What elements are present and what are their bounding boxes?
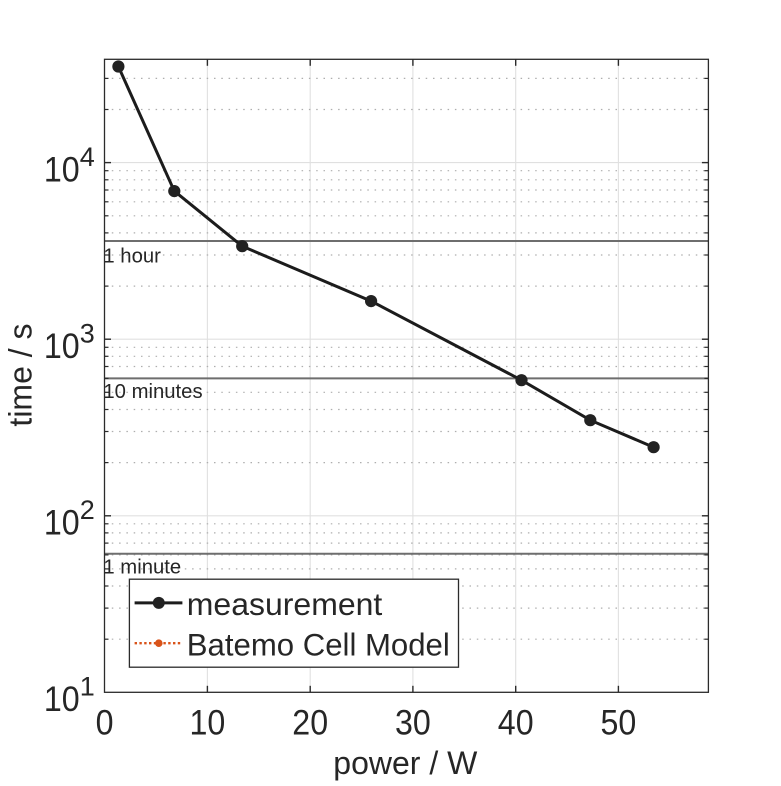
svg-text:measurement: measurement	[187, 586, 383, 622]
svg-text:0: 0	[96, 704, 114, 743]
svg-text:104: 104	[44, 142, 95, 190]
svg-text:50: 50	[601, 704, 637, 743]
svg-text:1 hour: 1 hour	[103, 245, 161, 267]
svg-text:10 minutes: 10 minutes	[103, 381, 202, 403]
svg-text:power / W: power / W	[333, 745, 478, 781]
svg-text:101: 101	[44, 672, 95, 720]
svg-text:Batemo Cell Model: Batemo Cell Model	[187, 626, 450, 662]
svg-text:40: 40	[498, 704, 534, 743]
svg-text:time / s: time / s	[3, 323, 39, 426]
svg-text:103: 103	[44, 318, 95, 366]
svg-text:20: 20	[292, 704, 328, 743]
svg-text:1 minute: 1 minute	[103, 557, 181, 579]
svg-text:10: 10	[190, 704, 226, 743]
svg-text:102: 102	[44, 495, 95, 543]
svg-text:30: 30	[395, 704, 431, 743]
